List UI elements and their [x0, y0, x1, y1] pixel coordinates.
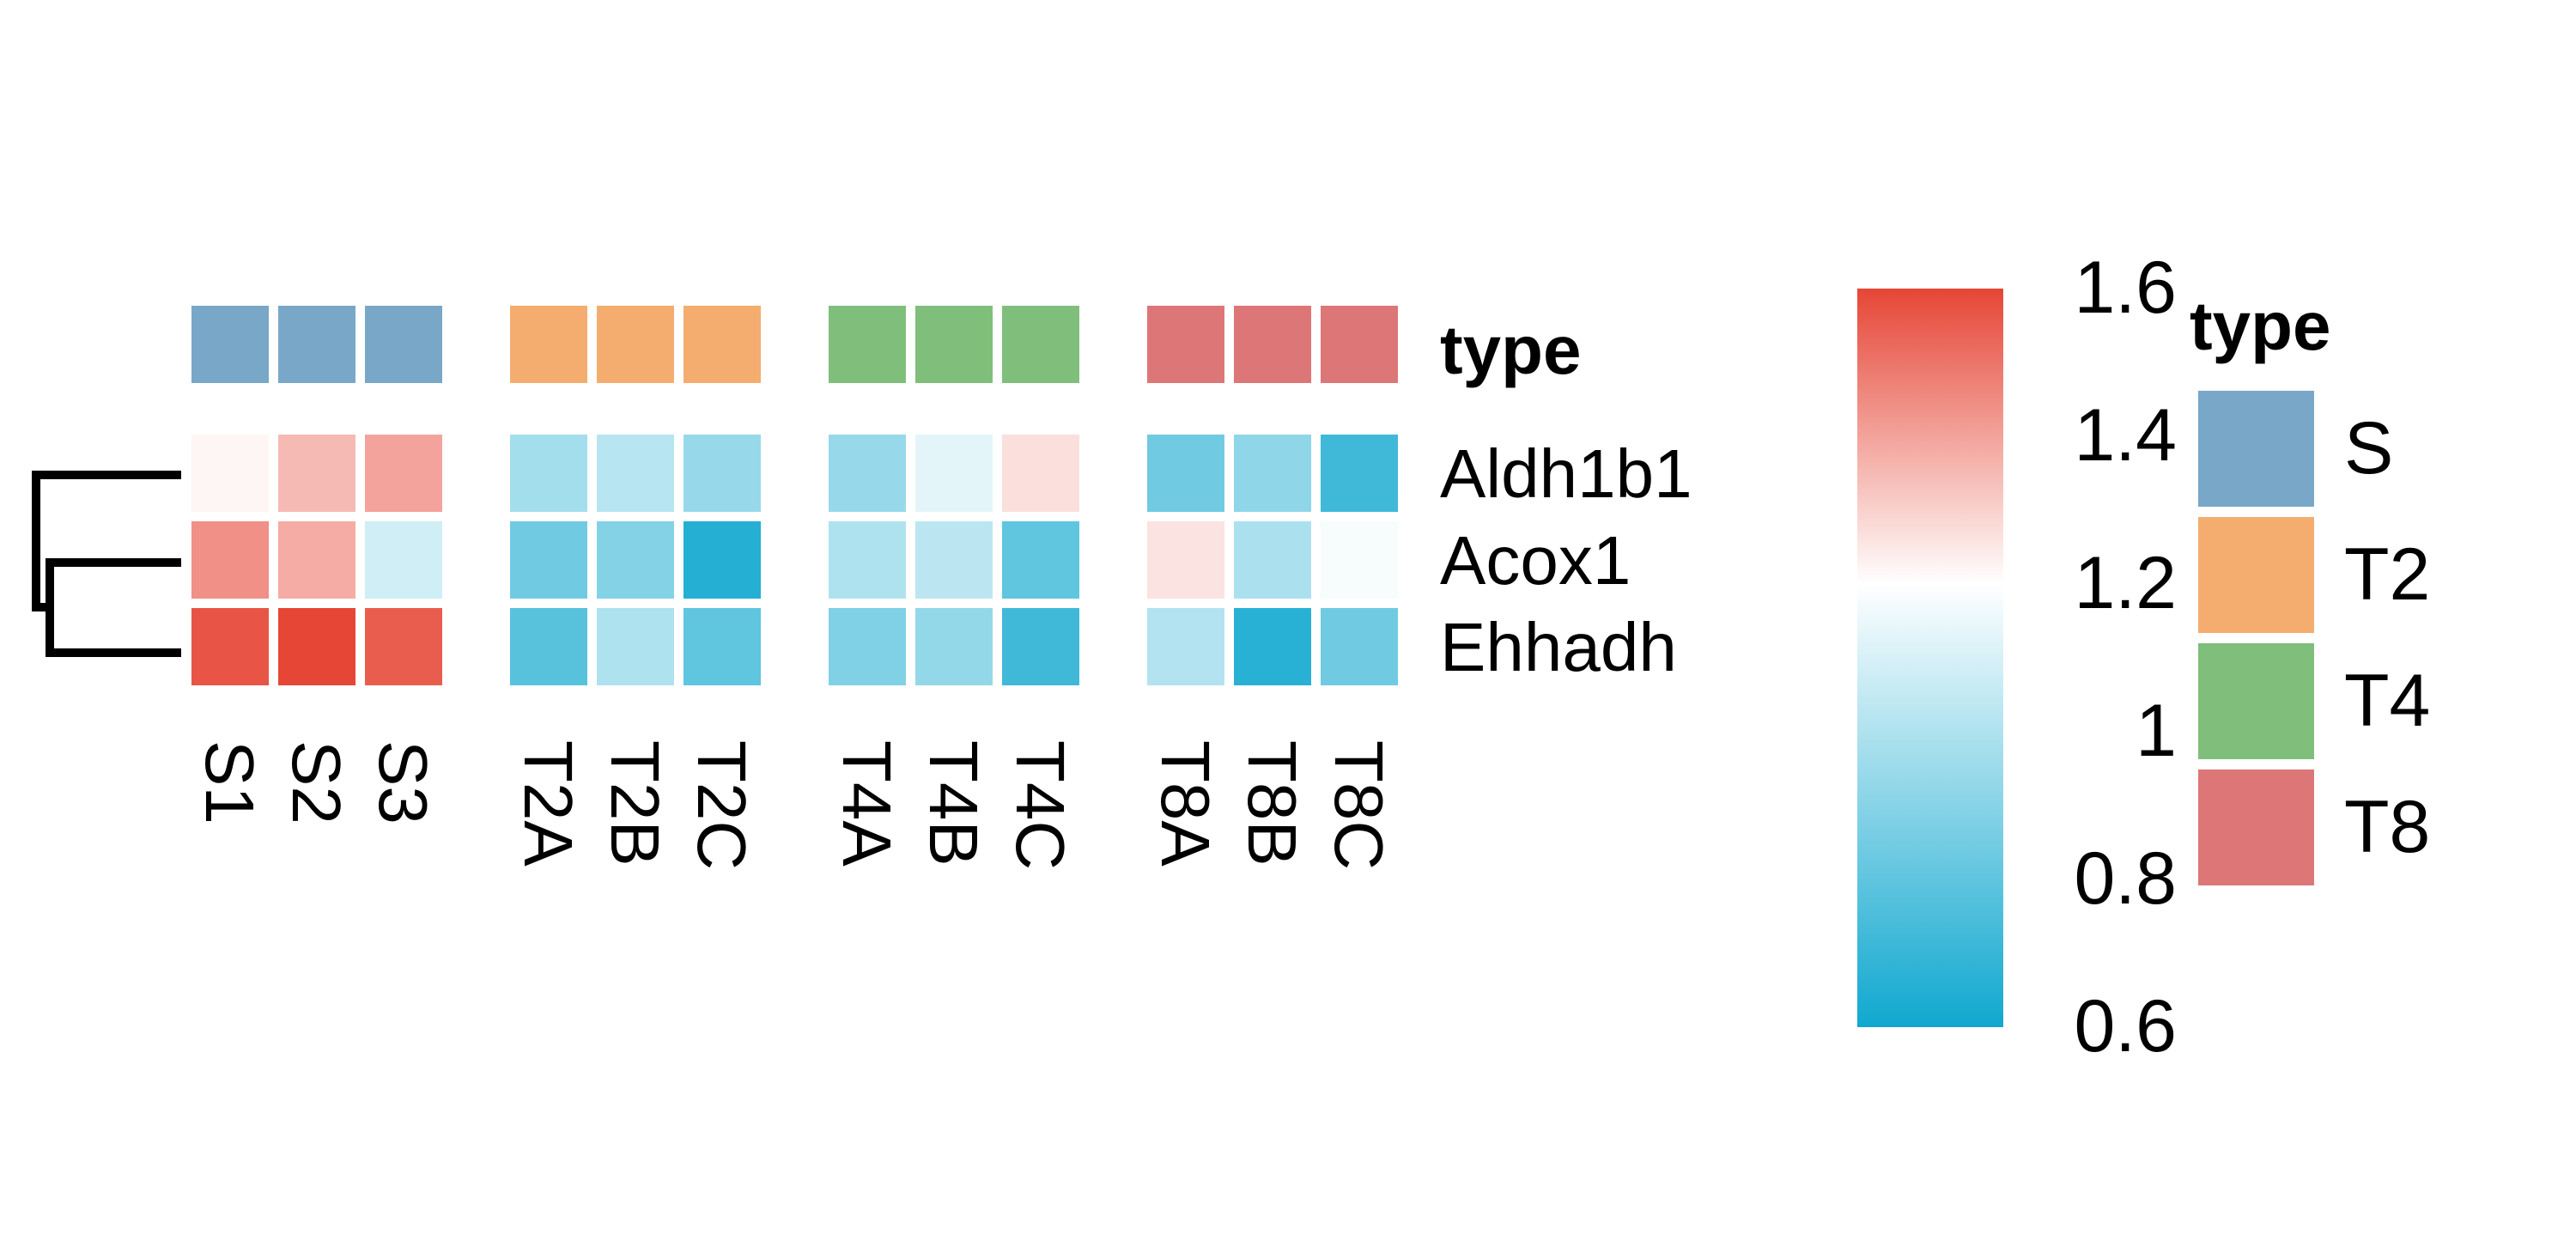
- heatmap-cell: [829, 435, 906, 512]
- heatmap-cell: [1234, 608, 1311, 685]
- annotation-cell: [278, 306, 355, 383]
- colorbar-tick-label: 0.6: [2074, 985, 2177, 1068]
- heatmap-cell: [915, 435, 993, 512]
- heatmap-cell: [365, 435, 442, 512]
- legend-swatch: [2198, 517, 2314, 633]
- colorbar-tick-label: 1: [2136, 690, 2177, 772]
- column-labels: S1 S2 S3 T2A T2B T2C T4A T4B T4C T8A T8B T8C: [191, 740, 1397, 870]
- heatmap-cell: [915, 608, 993, 685]
- colorbar-tick-label: 0.8: [2074, 837, 2177, 920]
- legend-label: T8: [2344, 786, 2430, 868]
- heatmap-cell: [1147, 608, 1224, 685]
- column-label: T4C: [1002, 740, 1078, 870]
- colorbar-tick-label: 1.6: [2074, 246, 2177, 329]
- legend-label: T2: [2344, 533, 2430, 616]
- heatmap-cell: [915, 521, 993, 599]
- legend-swatch: [2198, 643, 2314, 759]
- annotation-bar: [191, 306, 1398, 383]
- heatmap-cell: [510, 521, 587, 599]
- heatmap-cell: [1002, 521, 1079, 599]
- column-label: S3: [365, 740, 441, 824]
- heatmap-cell: [278, 608, 355, 685]
- annotation-cell: [1002, 306, 1079, 383]
- heatmap-cell: [191, 521, 269, 599]
- heatmap-cell: [278, 521, 355, 599]
- heatmap-cell: [597, 608, 674, 685]
- column-label: T2B: [597, 740, 673, 867]
- legend-swatch: [2198, 770, 2314, 885]
- heatmap-cell: [1147, 435, 1224, 512]
- legend-label: S: [2344, 407, 2393, 490]
- heatmap-cell: [1234, 435, 1311, 512]
- column-label: T2A: [510, 740, 586, 867]
- colorbar: 1.6 1.4 1.2 1 0.8 0.6: [1857, 246, 2177, 1068]
- heatmap-cell: [1002, 435, 1079, 512]
- annotation-title: type: [1440, 312, 1582, 388]
- heatmap-cell: [597, 521, 674, 599]
- colorbar-gradient: [1857, 289, 2003, 1027]
- heatmap-cell: [1321, 608, 1398, 685]
- column-label: T8A: [1147, 740, 1224, 867]
- heatmap-cell: [510, 608, 587, 685]
- column-label: T8B: [1234, 740, 1310, 867]
- heatmap-cell: [1234, 521, 1311, 599]
- annotation-cell: [510, 306, 587, 383]
- legend-label: T4: [2344, 660, 2430, 742]
- legend-items: S T2 T4 T8: [2198, 391, 2430, 885]
- annotation-cell: [597, 306, 674, 383]
- annotation-cell: [365, 306, 442, 383]
- heatmap-cell: [1321, 435, 1398, 512]
- colorbar-tick-label: 1.2: [2074, 542, 2177, 624]
- heatmap-cell: [1002, 608, 1079, 685]
- legend-title: type: [2190, 288, 2331, 364]
- column-label: T4A: [829, 740, 905, 867]
- heatmap-cell: [365, 608, 442, 685]
- colorbar-ticks: 1.6 1.4 1.2 1 0.8 0.6: [2074, 246, 2177, 1068]
- column-label: T2C: [683, 740, 760, 870]
- annotation-cell: [915, 306, 993, 383]
- column-label: T8C: [1321, 740, 1397, 870]
- heatmap-cell: [1147, 521, 1224, 599]
- row-label: Acox1: [1440, 522, 1631, 599]
- colorbar-tick-label: 1.4: [2074, 394, 2177, 477]
- legend-swatch: [2198, 391, 2314, 507]
- column-label: S2: [278, 740, 355, 824]
- annotation-cell: [191, 306, 269, 383]
- heatmap-cell: [510, 435, 587, 512]
- heatmap-cell: [191, 435, 269, 512]
- heatmap-cell: [829, 608, 906, 685]
- column-label: T4B: [915, 740, 992, 867]
- heatmap-cell: [683, 521, 761, 599]
- annotation-legend: type S T2 T4 T8: [2190, 288, 2430, 885]
- dendrogram-branch-outer: [32, 471, 181, 611]
- heatmap-cell: [829, 521, 906, 599]
- row-label: Aldh1b1: [1440, 435, 1692, 512]
- heatmap-cell: [365, 521, 442, 599]
- annotation-cell: [683, 306, 761, 383]
- column-label: S1: [191, 740, 268, 824]
- row-labels: Aldh1b1 Acox1 Ehhadh: [1440, 435, 1692, 685]
- heatmap-cell: [278, 435, 355, 512]
- annotation-cell: [1234, 306, 1311, 383]
- annotation-cell: [829, 306, 906, 383]
- annotation-cell: [1321, 306, 1398, 383]
- heatmap-cell: [191, 608, 269, 685]
- heatmap-cell: [683, 608, 761, 685]
- heatmap-cells: [191, 435, 1398, 685]
- heatmap-cell: [1321, 521, 1398, 599]
- dendrogram-branch-inner: [46, 558, 181, 657]
- row-dendrogram: [32, 471, 181, 657]
- heatmap-cell: [683, 435, 761, 512]
- row-label: Ehhadh: [1440, 609, 1677, 685]
- annotation-cell: [1147, 306, 1224, 383]
- heatmap-cell: [597, 435, 674, 512]
